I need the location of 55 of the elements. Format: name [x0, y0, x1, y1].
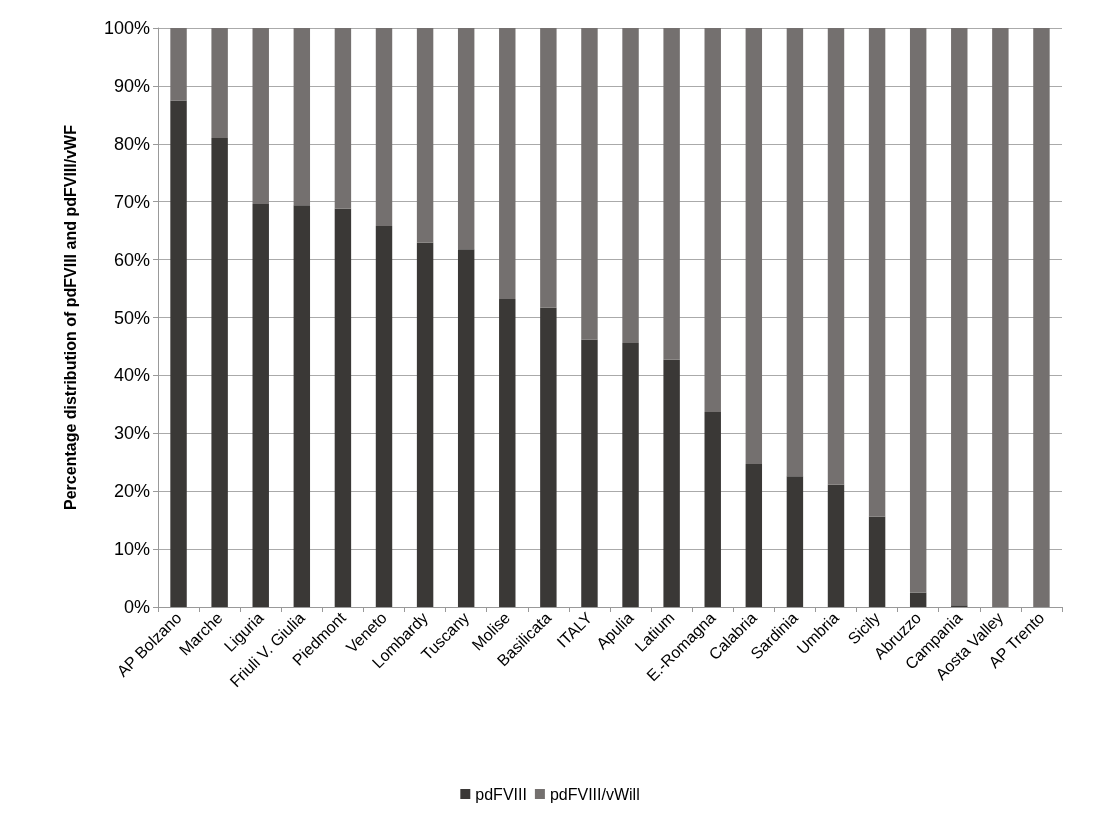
bar — [622, 28, 639, 343]
bar — [663, 359, 680, 607]
bar — [540, 28, 557, 308]
bar — [293, 28, 311, 206]
bar — [951, 28, 968, 606]
bar — [540, 307, 557, 607]
bar — [416, 242, 434, 607]
bar — [704, 411, 721, 607]
bar — [704, 28, 721, 412]
bar — [581, 28, 598, 340]
y-tick-label: 100% — [103, 18, 150, 38]
bar — [909, 28, 927, 593]
y-tick-label: 70% — [113, 191, 150, 212]
bar — [786, 28, 804, 477]
y-tick-label: 30% — [113, 423, 150, 444]
bar — [457, 249, 475, 607]
y-tick-label: 0% — [123, 597, 150, 617]
bar — [375, 28, 393, 227]
bar — [909, 592, 927, 607]
bar — [211, 138, 228, 607]
bar — [416, 28, 434, 243]
bar — [745, 28, 763, 464]
y-axis-title: Percentage distribution of pdFVIII and pdFVIII/vWF — [61, 124, 79, 510]
y-tick-label: 80% — [113, 133, 150, 154]
y-tick-label: 90% — [113, 75, 150, 96]
y-tick-label: 60% — [113, 249, 150, 270]
bar — [499, 298, 516, 607]
y-tick-label: 50% — [113, 307, 150, 328]
bar — [827, 28, 845, 485]
legend-label: pdFVIII — [475, 785, 527, 803]
bar — [992, 28, 1009, 607]
bar — [170, 100, 187, 607]
bar — [499, 28, 516, 299]
bar — [252, 204, 269, 607]
bar — [293, 205, 311, 607]
bar — [622, 342, 639, 607]
bar — [457, 28, 475, 250]
y-tick-label: 40% — [113, 365, 150, 386]
bar — [375, 226, 393, 607]
y-tick-label: 20% — [113, 481, 150, 502]
bar — [211, 28, 228, 139]
bar — [786, 476, 804, 607]
bar — [334, 28, 352, 209]
bar — [581, 339, 598, 607]
bar — [868, 28, 886, 517]
y-tick-label: 10% — [113, 539, 150, 560]
bar — [1033, 28, 1050, 607]
bar — [252, 28, 269, 205]
bar — [170, 28, 187, 101]
legend-label: pdFVIII/vWill — [549, 785, 640, 803]
bar — [334, 208, 352, 607]
bar — [745, 463, 763, 607]
bar — [868, 516, 886, 607]
bar — [827, 484, 845, 607]
bar — [663, 28, 680, 360]
